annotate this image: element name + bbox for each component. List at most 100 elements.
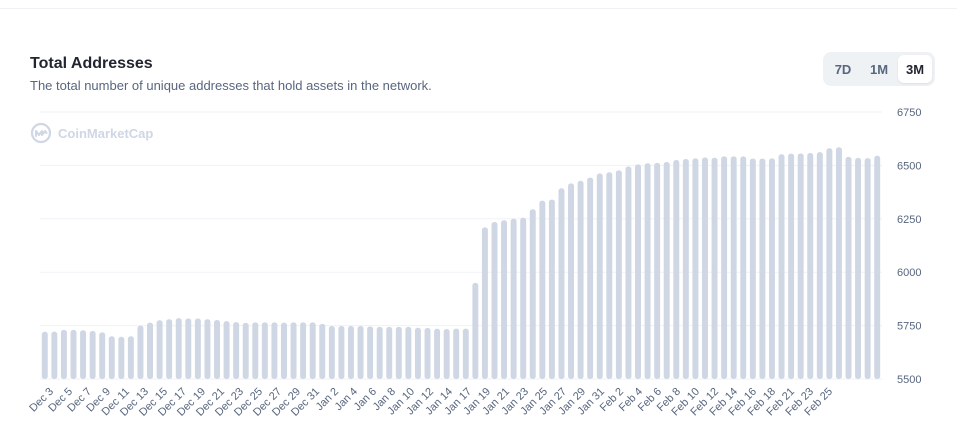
chart-bar[interactable] bbox=[864, 158, 871, 379]
chart-bar[interactable] bbox=[185, 318, 192, 379]
chart-bar[interactable] bbox=[874, 155, 881, 379]
chart-bar[interactable] bbox=[826, 148, 833, 379]
chart-bar[interactable] bbox=[520, 217, 527, 379]
chart-bar[interactable] bbox=[682, 158, 689, 379]
chart-bar[interactable] bbox=[548, 199, 555, 379]
range-3m-button[interactable]: 3M bbox=[898, 55, 932, 83]
chart-bar[interactable] bbox=[797, 153, 804, 379]
chart-bar[interactable] bbox=[558, 188, 565, 379]
chart-bar[interactable] bbox=[424, 327, 431, 379]
chart-bar[interactable] bbox=[443, 329, 450, 379]
chart-bar[interactable] bbox=[778, 154, 785, 379]
chart-bar[interactable] bbox=[453, 328, 460, 379]
chart-bar[interactable] bbox=[51, 331, 58, 379]
chart-bar[interactable] bbox=[108, 336, 115, 379]
chart-bar[interactable] bbox=[635, 164, 641, 379]
y-tick-label: 5500 bbox=[897, 374, 921, 386]
chart-title: Total Addresses bbox=[30, 55, 153, 72]
chart-bar[interactable] bbox=[673, 160, 680, 379]
chart-bar[interactable] bbox=[271, 322, 278, 379]
chart-bar[interactable] bbox=[644, 163, 651, 379]
chart-bar[interactable] bbox=[376, 326, 383, 379]
y-tick-label: 6500 bbox=[897, 160, 921, 172]
chart-subtitle: The total number of unique addresses tha… bbox=[30, 78, 432, 93]
chart-bar[interactable] bbox=[462, 328, 469, 379]
chart-bar[interactable] bbox=[242, 322, 249, 379]
coinmarketcap-watermark: CoinMarketCap bbox=[30, 122, 153, 144]
chart-bar[interactable] bbox=[845, 156, 852, 379]
chart-bar[interactable] bbox=[472, 282, 479, 379]
chart-bar[interactable] bbox=[835, 147, 842, 379]
chart-bar[interactable] bbox=[740, 156, 747, 379]
chart-bar[interactable] bbox=[721, 156, 728, 379]
chart-bar[interactable] bbox=[175, 318, 182, 379]
chart-bar[interactable] bbox=[347, 326, 354, 379]
chart-bar[interactable] bbox=[663, 161, 670, 379]
chart-bar[interactable] bbox=[233, 322, 240, 379]
chart-bar[interactable] bbox=[568, 183, 575, 379]
chart-bar[interactable] bbox=[702, 157, 708, 379]
chart-bar[interactable] bbox=[788, 153, 795, 379]
chart-bar[interactable] bbox=[711, 157, 718, 379]
chart-bar[interactable] bbox=[309, 322, 316, 379]
chart-bar[interactable] bbox=[730, 156, 737, 379]
chart-bar[interactable] bbox=[194, 318, 201, 379]
chart-bar[interactable] bbox=[807, 153, 814, 379]
chart-bar[interactable] bbox=[434, 328, 441, 379]
chart-bar[interactable] bbox=[855, 157, 862, 379]
chart-bar[interactable] bbox=[654, 162, 661, 379]
chart-bar[interactable] bbox=[491, 222, 498, 379]
y-tick-label: 6250 bbox=[897, 214, 921, 226]
chart-bar[interactable] bbox=[338, 326, 345, 379]
chart-bar[interactable] bbox=[501, 220, 508, 379]
chart-bar[interactable] bbox=[386, 326, 393, 379]
chart-bar[interactable] bbox=[395, 326, 402, 379]
chart-bar[interactable] bbox=[367, 326, 374, 379]
chart-bar[interactable] bbox=[300, 322, 307, 379]
chart-bar[interactable] bbox=[261, 322, 268, 379]
chart-bar[interactable] bbox=[60, 329, 67, 379]
chart-bar[interactable] bbox=[99, 332, 106, 379]
chart-bar[interactable] bbox=[166, 319, 173, 379]
chart-bar[interactable] bbox=[615, 170, 622, 379]
chart-bar[interactable] bbox=[414, 327, 421, 379]
chart-bar[interactable] bbox=[319, 323, 326, 379]
chart-bar[interactable] bbox=[587, 177, 594, 379]
chart-bar[interactable] bbox=[510, 218, 517, 379]
coinmarketcap-logo-icon bbox=[30, 122, 52, 144]
chart-bar[interactable] bbox=[539, 200, 546, 379]
chart-bar[interactable] bbox=[529, 209, 536, 379]
chart-bar[interactable] bbox=[80, 330, 87, 379]
range-7d-button[interactable]: 7D bbox=[834, 61, 852, 77]
chart-bar[interactable] bbox=[481, 227, 488, 379]
chart-bar[interactable] bbox=[768, 158, 775, 379]
chart-bar[interactable] bbox=[252, 322, 259, 379]
chart-bar[interactable] bbox=[147, 322, 154, 379]
chart-bar[interactable] bbox=[290, 322, 297, 379]
chart-bar[interactable] bbox=[606, 172, 613, 379]
chart-bar[interactable] bbox=[405, 326, 412, 379]
chart-bar[interactable] bbox=[749, 158, 756, 379]
chart-bar[interactable] bbox=[137, 325, 144, 379]
chart-bar[interactable] bbox=[357, 326, 364, 379]
chart-bar[interactable] bbox=[692, 158, 699, 379]
y-tick-label: 5750 bbox=[897, 321, 921, 333]
chart-bar[interactable] bbox=[118, 336, 125, 379]
chart-bar[interactable] bbox=[156, 320, 163, 379]
chart-bar[interactable] bbox=[41, 331, 48, 379]
time-range-switch: 7D 1M 3M bbox=[823, 52, 935, 86]
chart-bar[interactable] bbox=[625, 166, 632, 379]
chart-bar[interactable] bbox=[204, 319, 211, 379]
chart-bar[interactable] bbox=[816, 152, 823, 379]
chart-bar[interactable] bbox=[89, 330, 96, 379]
chart-bar[interactable] bbox=[70, 329, 77, 379]
chart-bar[interactable] bbox=[223, 321, 230, 379]
range-1m-button[interactable]: 1M bbox=[869, 61, 889, 77]
chart-bar[interactable] bbox=[214, 320, 220, 379]
chart-bar[interactable] bbox=[577, 180, 584, 379]
chart-bar[interactable] bbox=[328, 326, 335, 379]
chart-bar[interactable] bbox=[759, 158, 766, 379]
chart-bar[interactable] bbox=[127, 336, 134, 379]
chart-bar[interactable] bbox=[281, 322, 287, 379]
chart-bar[interactable] bbox=[596, 173, 603, 379]
